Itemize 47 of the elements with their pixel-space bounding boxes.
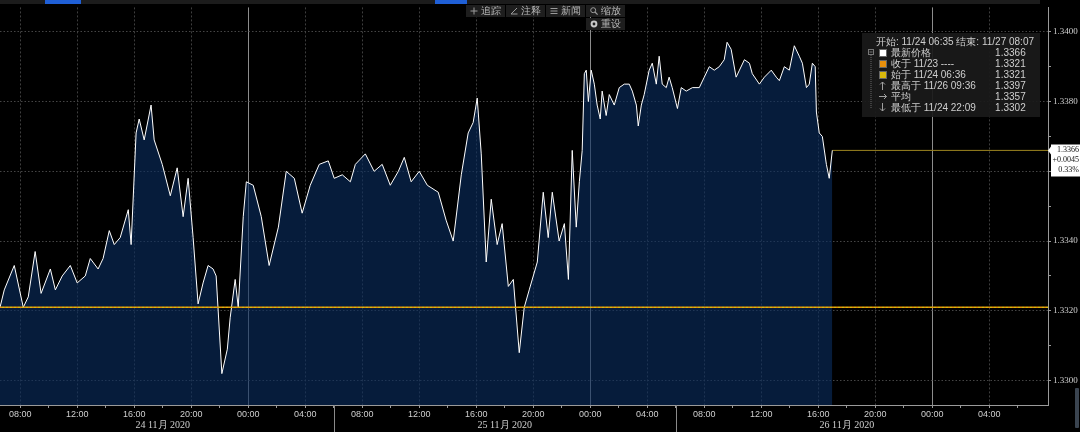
x-tick-label: 08:00	[8, 408, 32, 419]
x-tick-label: 16:00	[122, 408, 146, 419]
legend-label: 收于 11/23 ----	[890, 58, 956, 69]
x-tick-label: 00:00	[579, 408, 602, 419]
legend-title: 开始: 11/24 06:35 结束: 11/27 08:07	[874, 36, 1034, 47]
annotation: 1.3397	[994, 80, 1027, 91]
annotation: 平均	[890, 91, 911, 102]
legend-label: 最新价格	[890, 47, 932, 58]
x-tick-label: 12:00	[407, 408, 431, 419]
annotation: 1.3321	[994, 69, 1027, 80]
annotation: 追踪	[481, 5, 501, 17]
x2-tick-label: 26 11月 2020	[819, 418, 875, 430]
annotation: 1.3357	[994, 91, 1027, 102]
x2-tick-label: 24 11月 2020	[135, 418, 191, 430]
text: 0.33%	[1058, 164, 1080, 174]
x-tick-label: 04:00	[293, 408, 317, 419]
x-tick-label: 04:00	[636, 408, 659, 419]
x-tick-label: 12:00	[65, 408, 89, 419]
annotation: 始于 11/24 06:36	[890, 69, 967, 80]
y-tick-label: 1.3300	[1053, 374, 1079, 385]
x-tick-label: 04:00	[978, 408, 1001, 419]
text: 1.3366	[1057, 144, 1079, 154]
x-tick-label: 08:00	[693, 408, 716, 419]
annotation: 缩放	[601, 5, 621, 17]
x-tick-label: 20:00	[522, 408, 545, 419]
x-tick-label: 20:00	[179, 408, 203, 419]
y-tick-label: 1.3400	[1053, 26, 1079, 37]
y-tick-label: 1.3320	[1053, 305, 1079, 316]
x2-tick-label: 25 11月 2020	[477, 418, 533, 430]
annotation: 最高于 11/26 09:36	[890, 80, 977, 91]
text: +0.0045	[1052, 154, 1079, 164]
annotation: 1.3302	[994, 102, 1027, 113]
annotation: 1.3366	[994, 47, 1027, 58]
y-tick-label: 1.3340	[1053, 235, 1079, 246]
annotation: 重设	[601, 18, 621, 30]
annotation: 新闻	[561, 5, 581, 17]
x-tick-label: 12:00	[750, 408, 773, 419]
annotation: 注释	[521, 5, 541, 17]
x-tick-label: 16:00	[464, 408, 488, 419]
x-tick-label: 08:00	[350, 408, 374, 419]
x-tick-label: 00:00	[236, 408, 260, 419]
y-tick-label: 1.3380	[1053, 95, 1079, 106]
annotation: 最低于 11/24 22:09	[890, 102, 977, 113]
x-tick-label: 20:00	[864, 408, 887, 419]
x-tick-label: 16:00	[807, 408, 830, 419]
x-tick-label: 00:00	[921, 408, 944, 419]
annotation: 1.3321	[994, 58, 1027, 69]
